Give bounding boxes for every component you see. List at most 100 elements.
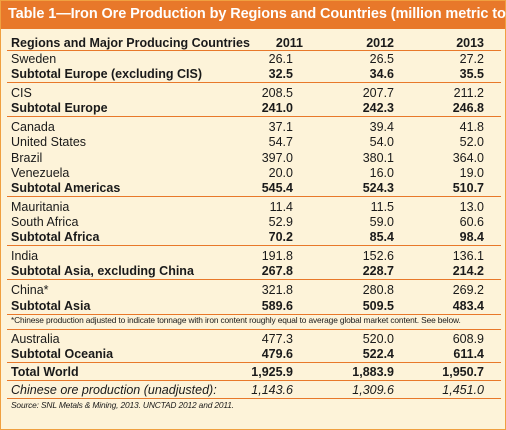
table-row: Sweden 26.1 26.5 27.2 [1, 51, 505, 67]
cell-value: 364.0 [452, 151, 484, 165]
cell-value: 37.1 [268, 120, 293, 134]
cell-value: 509.5 [362, 299, 394, 313]
cell-value: 321.8 [261, 283, 293, 297]
table-row: India 191.8 152.6 136.1 [1, 248, 505, 264]
row-label: China* [11, 283, 49, 297]
table-row: Subtotal Europe (excluding CIS) 32.5 34.6 3… [1, 66, 505, 82]
cell-value: 52.9 [268, 215, 293, 229]
group-divider [7, 245, 501, 246]
table-row: United States 54.7 54.0 52.0 [1, 134, 505, 150]
cell-value: 214.2 [452, 264, 484, 278]
cell-value: 545.4 [261, 181, 293, 195]
cell-value: 26.5 [369, 52, 394, 66]
cell-value: 27.2 [459, 52, 484, 66]
group-divider [7, 116, 501, 117]
table-row: Chinese ore production (unadjusted): 1,14… [1, 382, 505, 398]
cell-value: 246.8 [452, 101, 484, 115]
cell-value: 208.5 [261, 86, 293, 100]
cell-value: 522.4 [362, 347, 394, 361]
cell-value: 85.4 [369, 230, 394, 244]
cell-value: 52.0 [459, 135, 484, 149]
row-label: Subtotal Asia [11, 299, 91, 313]
cell-value: 54.7 [268, 135, 293, 149]
group-divider [7, 50, 501, 51]
cell-value: 524.3 [362, 181, 394, 195]
header-row: Regions and Major Producing Countries 20… [1, 35, 505, 51]
cell-value: 608.9 [452, 332, 484, 346]
cell-value: 41.8 [459, 120, 484, 134]
cell-value: 59.0 [369, 215, 394, 229]
row-label: Venezuela [11, 166, 70, 180]
cell-value: 1,925.9 [251, 365, 293, 379]
row-label: South Africa [11, 215, 79, 229]
column-header: Regions and Major Producing Countries [11, 36, 250, 50]
cell-value: 54.0 [369, 135, 394, 149]
cell-value: 397.0 [261, 151, 293, 165]
footnote: *Chinese production adjusted to indicate… [11, 315, 461, 325]
cell-value: 13.0 [459, 200, 484, 214]
cell-value: 60.6 [459, 215, 484, 229]
row-label: Subtotal Africa [11, 230, 100, 244]
cell-value: 1,950.7 [442, 365, 484, 379]
cell-value: 611.4 [453, 347, 484, 361]
row-label: Canada [11, 120, 55, 134]
row-label: Sweden [11, 52, 57, 66]
table-row: Australia 477.3 520.0 608.9 [1, 331, 505, 347]
cell-value: 207.7 [362, 86, 394, 100]
cell-value: 241.0 [261, 101, 293, 115]
cell-value: 280.8 [362, 283, 394, 297]
cell-value: 191.8 [261, 249, 293, 263]
cell-value: 267.8 [261, 264, 293, 278]
cell-value: 380.1 [362, 151, 394, 165]
table-row: Total World 1,925.9 1,883.9 1,950.7 [1, 364, 505, 380]
cell-value: 477.3 [261, 332, 293, 346]
cell-value: 16.0 [369, 166, 394, 180]
cell-value: 20.0 [268, 166, 293, 180]
table-row: China* 321.8 280.8 269.2 [1, 282, 505, 298]
row-label: Chinese ore production (unadjusted): [11, 383, 217, 397]
cell-value: 510.7 [452, 181, 484, 195]
table-row: South Africa 52.9 59.0 60.6 [1, 214, 505, 230]
cell-value: 98.4 [459, 230, 484, 244]
row-label: India [11, 249, 39, 263]
cell-value: 11.5 [370, 200, 394, 214]
cell-value: 520.0 [362, 332, 394, 346]
row-label: United States [11, 135, 87, 149]
table-row: Canada 37.1 39.4 41.8 [1, 119, 505, 135]
cell-value: 479.6 [261, 347, 293, 361]
group-divider [7, 314, 501, 315]
row-label: Subtotal Europe (excluding CIS) [11, 67, 202, 81]
year-header: 2012 [366, 36, 394, 50]
row-label: Mauritania [11, 200, 70, 214]
cell-value: 1,883.9 [352, 365, 394, 379]
cell-value: 32.5 [268, 67, 293, 81]
table-row: Mauritania 11.4 11.5 13.0 [1, 199, 505, 215]
cell-value: 35.5 [459, 67, 484, 81]
row-label: CIS [11, 86, 32, 100]
year-header: 2011 [275, 36, 303, 50]
year-header: 2013 [456, 36, 484, 50]
title-bar: Table 1—Iron Ore Production by Regions a… [1, 1, 506, 29]
row-label: Subtotal Americas [11, 181, 121, 195]
row-label: Subtotal Europe [11, 101, 108, 115]
row-label: Total World [11, 365, 79, 379]
table-row: Subtotal Asia, excluding China 267.8 228.7… [1, 263, 505, 279]
table-row: Subtotal Americas 545.4 524.3 510.7 [1, 180, 505, 196]
group-divider [7, 82, 501, 83]
cell-value: 269.2 [452, 283, 484, 297]
row-label: Subtotal Asia, excluding China [11, 264, 194, 278]
cell-value: 19.0 [459, 166, 484, 180]
row-label: Subtotal Oceania [11, 347, 114, 361]
cell-value: 34.6 [369, 67, 394, 81]
row-label: Australia [11, 332, 60, 346]
cell-value: 589.6 [261, 299, 293, 313]
cell-value: 39.4 [369, 120, 394, 134]
table-row: Subtotal Oceania 479.6 522.4 611.4 [1, 346, 505, 362]
cell-value: 211.2 [453, 86, 484, 100]
cell-value: 1,143.6 [251, 383, 293, 397]
table-row: Subtotal Europe 241.0 242.3 246.8 [1, 100, 505, 116]
cell-value: 11.4 [269, 200, 293, 214]
group-divider [7, 380, 501, 381]
group-divider [7, 196, 501, 197]
